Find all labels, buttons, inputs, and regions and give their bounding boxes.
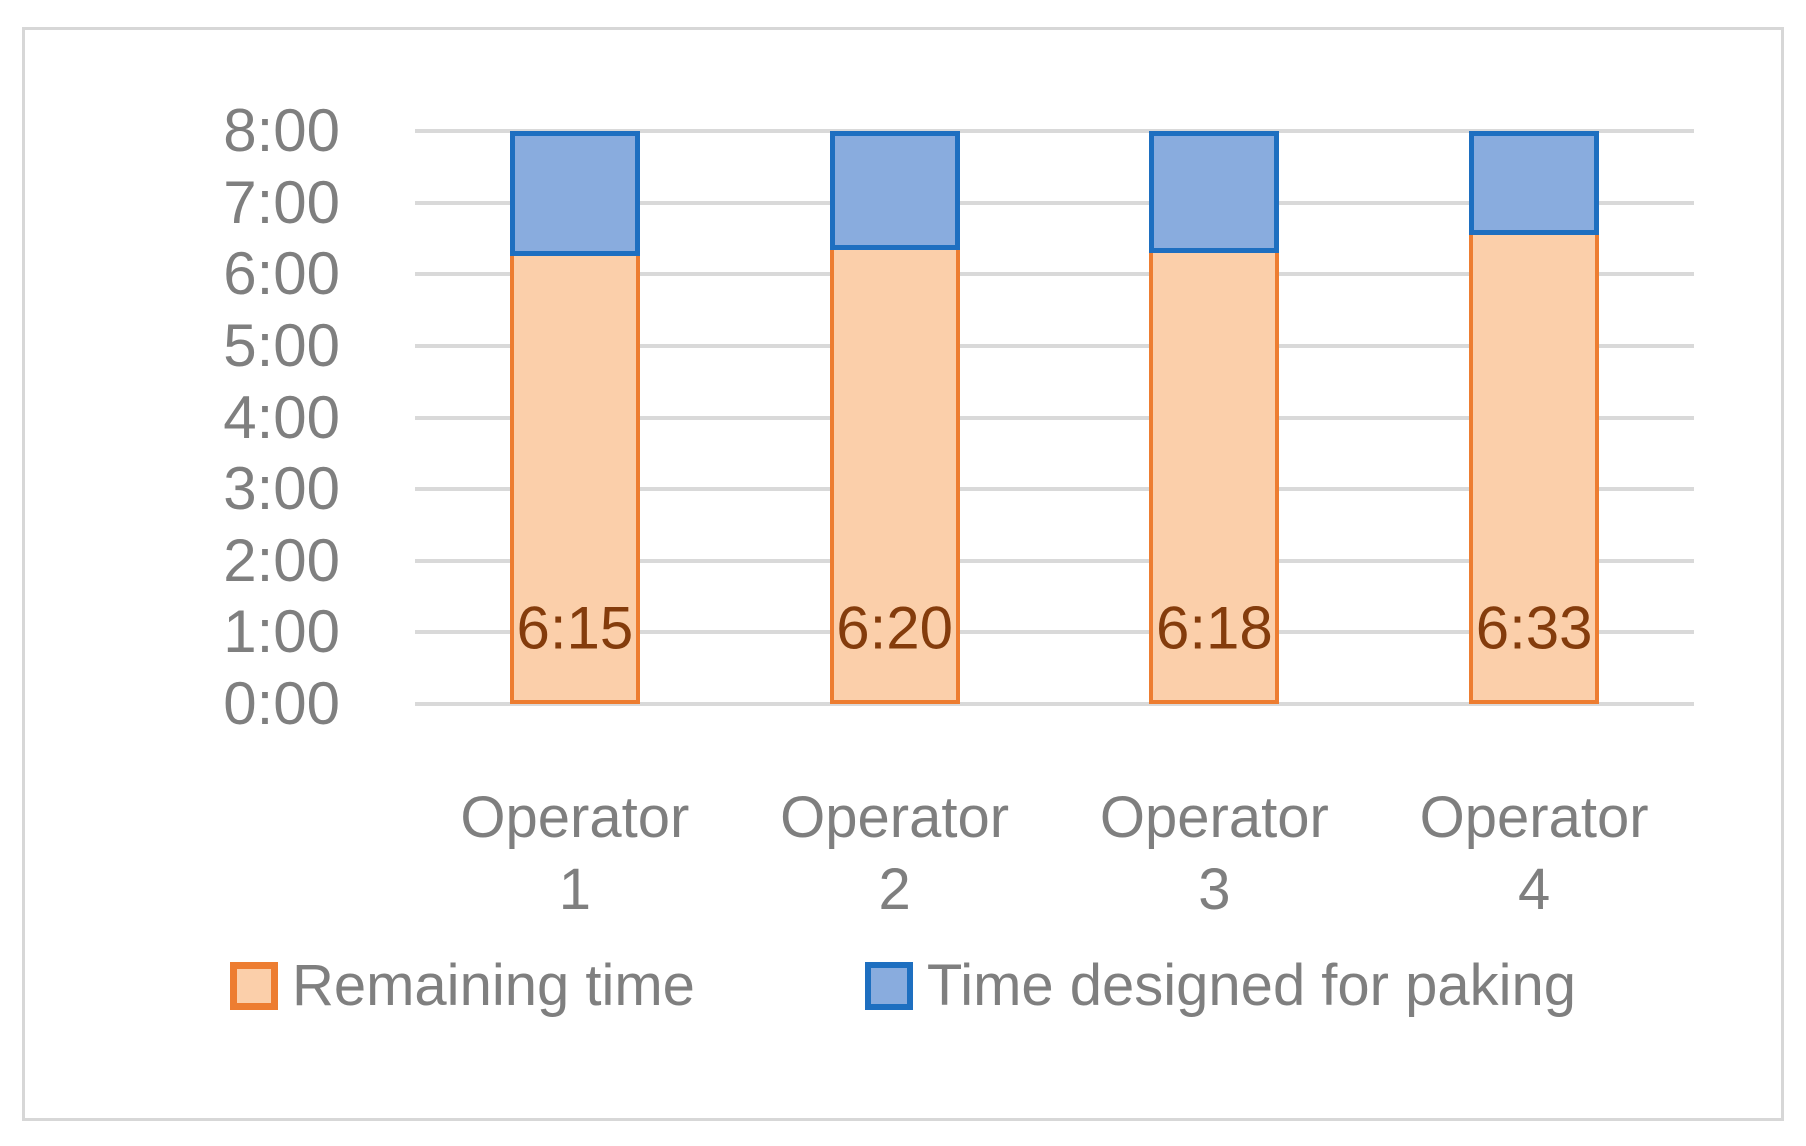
- y-tick-label: 2:00: [223, 526, 340, 594]
- gridline: [415, 200, 1694, 205]
- bar-segment-remaining-time: [1469, 234, 1600, 704]
- remaining-time-swatch-icon: [229, 961, 278, 1010]
- bar-data-label: 6:15: [516, 594, 634, 662]
- gridline: [415, 558, 1694, 563]
- legend-label: Remaining time: [291, 953, 695, 1018]
- category-label: Operator 2: [735, 782, 1055, 926]
- gridline: [415, 702, 1694, 706]
- bar-segment-remaining-time: [829, 250, 960, 704]
- bar-data-label: 6:18: [1155, 594, 1273, 662]
- category-label-line1: Operator: [460, 785, 690, 850]
- y-tick-label: 3:00: [223, 455, 340, 523]
- time-designed-for-paking-swatch-icon: [864, 961, 913, 1010]
- gridline: [415, 129, 1694, 133]
- y-tick-label: 1:00: [223, 598, 340, 666]
- plot-area: 6:15 6:20 6:18 6:33: [415, 0, 1694, 1146]
- bar-segment-time-designed-for-paking: [1149, 131, 1280, 253]
- category-label-line1: Operator: [780, 785, 1010, 850]
- gridline: [415, 487, 1694, 492]
- bar-data-label: 6:20: [836, 594, 954, 662]
- y-tick-label: 8:00: [223, 97, 340, 164]
- bar-segment-time-designed-for-paking: [509, 131, 640, 257]
- category-label-line1: Operator: [1099, 785, 1329, 850]
- gridline: [415, 272, 1694, 277]
- bar-segment-time-designed-for-paking: [1469, 131, 1600, 235]
- bar-data-label: 6:33: [1475, 594, 1593, 662]
- gridline: [415, 630, 1694, 635]
- y-tick-label: 7:00: [223, 168, 340, 236]
- category-label-line2: 4: [1517, 857, 1551, 922]
- category-label-line1: Operator: [1419, 785, 1649, 850]
- y-tick-label: 4:00: [223, 383, 340, 451]
- category-label-line2: 3: [1198, 857, 1231, 922]
- category-label: Operator 4: [1374, 782, 1694, 926]
- category-label-line2: 1: [558, 857, 591, 922]
- gridline: [415, 343, 1694, 348]
- legend-label: Time designed for paking: [926, 953, 1577, 1018]
- category-label: Operator 3: [1054, 782, 1374, 926]
- category-label: Operator 1: [415, 782, 735, 926]
- legend-item-time-designed-for-paking: Time designed for paking: [864, 952, 1577, 1019]
- gridline: [415, 415, 1694, 420]
- y-tick-label: 0:00: [223, 670, 340, 737]
- y-tick-label: 5:00: [223, 311, 340, 379]
- category-label-line2: 2: [878, 857, 911, 922]
- y-tick-label: 6:00: [223, 240, 340, 308]
- legend-item-remaining-time: Remaining time: [229, 952, 695, 1019]
- bar-segment-remaining-time: [509, 256, 640, 704]
- bar-segment-remaining-time: [1149, 252, 1280, 704]
- bar-segment-time-designed-for-paking: [829, 131, 960, 251]
- legend: Remaining time Time designed for paking: [22, 952, 1784, 1019]
